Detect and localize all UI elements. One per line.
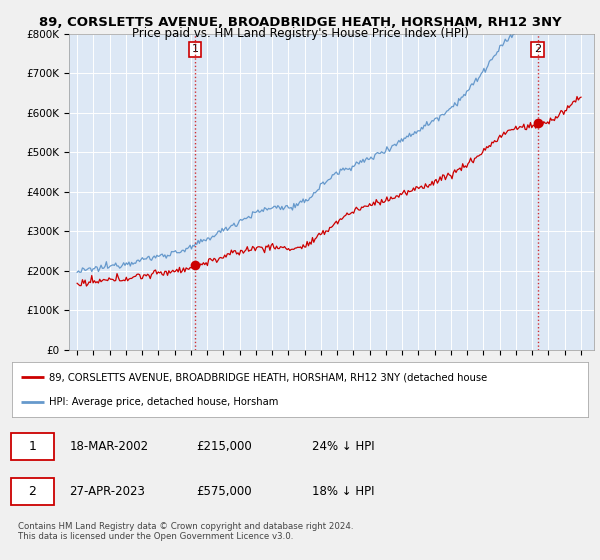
Text: Contains HM Land Registry data © Crown copyright and database right 2024.
This d: Contains HM Land Registry data © Crown c… [18, 522, 353, 542]
Text: £215,000: £215,000 [196, 440, 252, 453]
Text: 2: 2 [534, 44, 541, 54]
Text: 1: 1 [28, 440, 36, 453]
FancyBboxPatch shape [11, 432, 54, 460]
Text: Price paid vs. HM Land Registry's House Price Index (HPI): Price paid vs. HM Land Registry's House … [131, 27, 469, 40]
Text: 27-APR-2023: 27-APR-2023 [70, 485, 145, 498]
Text: HPI: Average price, detached house, Horsham: HPI: Average price, detached house, Hors… [49, 398, 279, 407]
Text: 89, CORSLETTS AVENUE, BROADBRIDGE HEATH, HORSHAM, RH12 3NY (detached house: 89, CORSLETTS AVENUE, BROADBRIDGE HEATH,… [49, 372, 488, 382]
Text: 1: 1 [191, 44, 199, 54]
Text: 24% ↓ HPI: 24% ↓ HPI [311, 440, 374, 453]
Text: £575,000: £575,000 [196, 485, 252, 498]
Text: 18-MAR-2002: 18-MAR-2002 [70, 440, 149, 453]
Text: 2: 2 [28, 485, 36, 498]
FancyBboxPatch shape [11, 478, 54, 505]
Text: 89, CORSLETTS AVENUE, BROADBRIDGE HEATH, HORSHAM, RH12 3NY: 89, CORSLETTS AVENUE, BROADBRIDGE HEATH,… [38, 16, 562, 29]
Text: 18% ↓ HPI: 18% ↓ HPI [311, 485, 374, 498]
